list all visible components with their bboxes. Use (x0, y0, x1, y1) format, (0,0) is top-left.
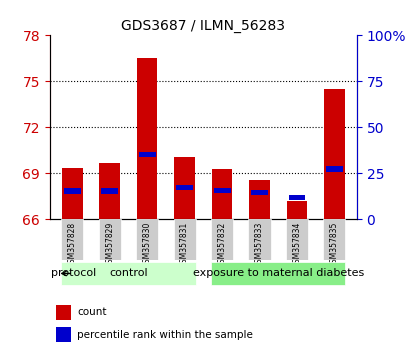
FancyBboxPatch shape (288, 195, 305, 200)
Text: GSM357828: GSM357828 (68, 222, 77, 268)
Text: GSM357834: GSM357834 (293, 222, 301, 268)
FancyBboxPatch shape (249, 219, 271, 260)
Text: protocol: protocol (51, 268, 96, 279)
FancyBboxPatch shape (211, 219, 233, 260)
Text: exposure to maternal diabetes: exposure to maternal diabetes (193, 268, 364, 279)
Text: GSM357835: GSM357835 (330, 222, 339, 268)
Text: count: count (78, 307, 107, 317)
FancyBboxPatch shape (61, 219, 83, 260)
FancyBboxPatch shape (99, 219, 121, 260)
Text: GSM357829: GSM357829 (105, 222, 114, 268)
Title: GDS3687 / ILMN_56283: GDS3687 / ILMN_56283 (121, 19, 286, 33)
FancyBboxPatch shape (211, 262, 345, 285)
FancyBboxPatch shape (136, 219, 158, 260)
FancyBboxPatch shape (61, 262, 196, 285)
Text: GSM357833: GSM357833 (255, 222, 264, 268)
FancyBboxPatch shape (251, 190, 268, 195)
FancyBboxPatch shape (323, 219, 345, 260)
FancyBboxPatch shape (101, 188, 118, 194)
Text: GSM357832: GSM357832 (217, 222, 227, 268)
Bar (287, 201, 307, 219)
Text: GSM357830: GSM357830 (143, 222, 151, 268)
FancyBboxPatch shape (326, 166, 343, 172)
Text: percentile rank within the sample: percentile rank within the sample (78, 330, 253, 339)
Bar (62, 168, 83, 219)
FancyBboxPatch shape (139, 152, 156, 157)
Bar (174, 158, 195, 219)
Bar (324, 89, 345, 219)
Text: GSM357831: GSM357831 (180, 222, 189, 268)
FancyBboxPatch shape (173, 219, 196, 260)
Bar (56, 327, 71, 342)
FancyBboxPatch shape (64, 188, 81, 194)
FancyBboxPatch shape (286, 219, 308, 260)
Bar (100, 164, 120, 219)
Bar (212, 169, 232, 219)
FancyBboxPatch shape (214, 188, 230, 193)
Text: control: control (109, 268, 148, 279)
Bar (56, 305, 71, 320)
Bar (137, 58, 157, 219)
Bar (249, 179, 270, 219)
FancyBboxPatch shape (176, 184, 193, 190)
